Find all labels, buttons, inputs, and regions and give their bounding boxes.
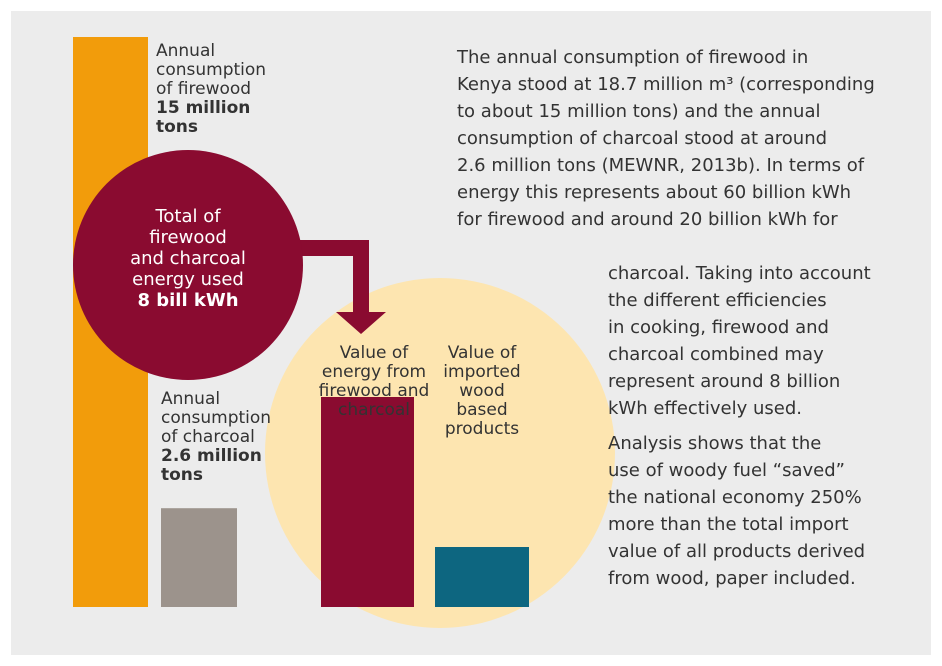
analysis-line: from wood, paper included. [608, 568, 856, 589]
analysis-line: use of woody fuel “saved” [608, 460, 845, 481]
total-label-line3: and charcoal [130, 248, 246, 269]
imports-label-line4: based [456, 400, 508, 420]
charcoal-value-line1: 2.6 million [161, 446, 262, 466]
efficiency-line: charcoal combined may [608, 344, 824, 365]
energy-label-line2: energy from [321, 362, 427, 382]
imports-value-label: Value of imported wood based products [432, 344, 532, 439]
firewood-value-line1: 15 million [156, 98, 251, 118]
charcoal-label-line2: consumption [161, 408, 272, 428]
total-label-line1: Total of [155, 206, 221, 227]
intro-line: for firewood and around 20 billion kWh f… [457, 209, 838, 230]
charcoal-label-line3: of charcoal [161, 427, 255, 447]
energy-label-line3: firewood and [318, 381, 430, 401]
analysis-line: more than the total import [608, 514, 849, 535]
analysis-line: Analysis shows that the [608, 433, 822, 454]
analysis-line: the national economy 250% [608, 487, 862, 508]
analysis-paragraph: Analysis shows that the use of woody fuel… [608, 430, 865, 592]
efficiency-paragraph: charcoal. Taking into account the differe… [608, 260, 871, 422]
intro-line: energy this represents about 60 billion … [457, 182, 852, 203]
charcoal-value-line2: tons [161, 465, 204, 485]
energy-value-label: Value of energy from firewood and charco… [310, 344, 438, 420]
intro-line: The annual consumption of firewood in [457, 47, 809, 68]
intro-line: to about 15 million tons) and the annual [457, 101, 821, 122]
firewood-label-line2: consumption [156, 60, 267, 80]
bar-energy-value [321, 397, 414, 607]
intro-line: Kenya stood at 18.7 million m³ (correspo… [457, 74, 875, 95]
imports-label-line2: imported [443, 362, 521, 382]
total-energy-circle [73, 150, 303, 380]
total-energy-value: 8 bill kWh [137, 290, 239, 311]
bar-charcoal [161, 508, 237, 607]
charcoal-label-line1: Annual [161, 389, 221, 409]
imports-label-line5: products [444, 419, 520, 439]
efficiency-line: kWh effectively used. [608, 398, 802, 419]
total-energy-label: Total of firewood and charcoal energy us… [108, 206, 268, 311]
intro-line: consumption of charcoal stood at around [457, 128, 828, 149]
bar-imports-value [435, 547, 529, 607]
imports-label-line1: Value of [447, 343, 517, 363]
analysis-line: value of all products derived [608, 541, 866, 562]
imports-label-line3: wood [459, 381, 505, 401]
efficiency-line: the different efficiencies [608, 290, 827, 311]
firewood-label-line1: Annual [156, 41, 216, 61]
efficiency-line: in cooking, firewood and [608, 317, 829, 338]
efficiency-line: charcoal. Taking into account [608, 263, 871, 284]
firewood-value-line2: tons [156, 117, 199, 137]
charcoal-label: Annual consumption of charcoal 2.6 milli… [161, 390, 271, 485]
firewood-label: Annual consumption of firewood 15 millio… [156, 42, 266, 137]
efficiency-line: represent around 8 billion [608, 371, 841, 392]
firewood-label-line3: of firewood [156, 79, 252, 99]
intro-paragraph: The annual consumption of firewood in Ken… [457, 44, 875, 233]
total-label-line4: energy used [132, 269, 244, 290]
total-label-line2: firewood [149, 227, 227, 248]
energy-label-line1: Value of [339, 343, 409, 363]
intro-line: 2.6 million tons (MEWNR, 2013b). In term… [457, 155, 865, 176]
energy-label-line4: charcoal [337, 400, 411, 420]
